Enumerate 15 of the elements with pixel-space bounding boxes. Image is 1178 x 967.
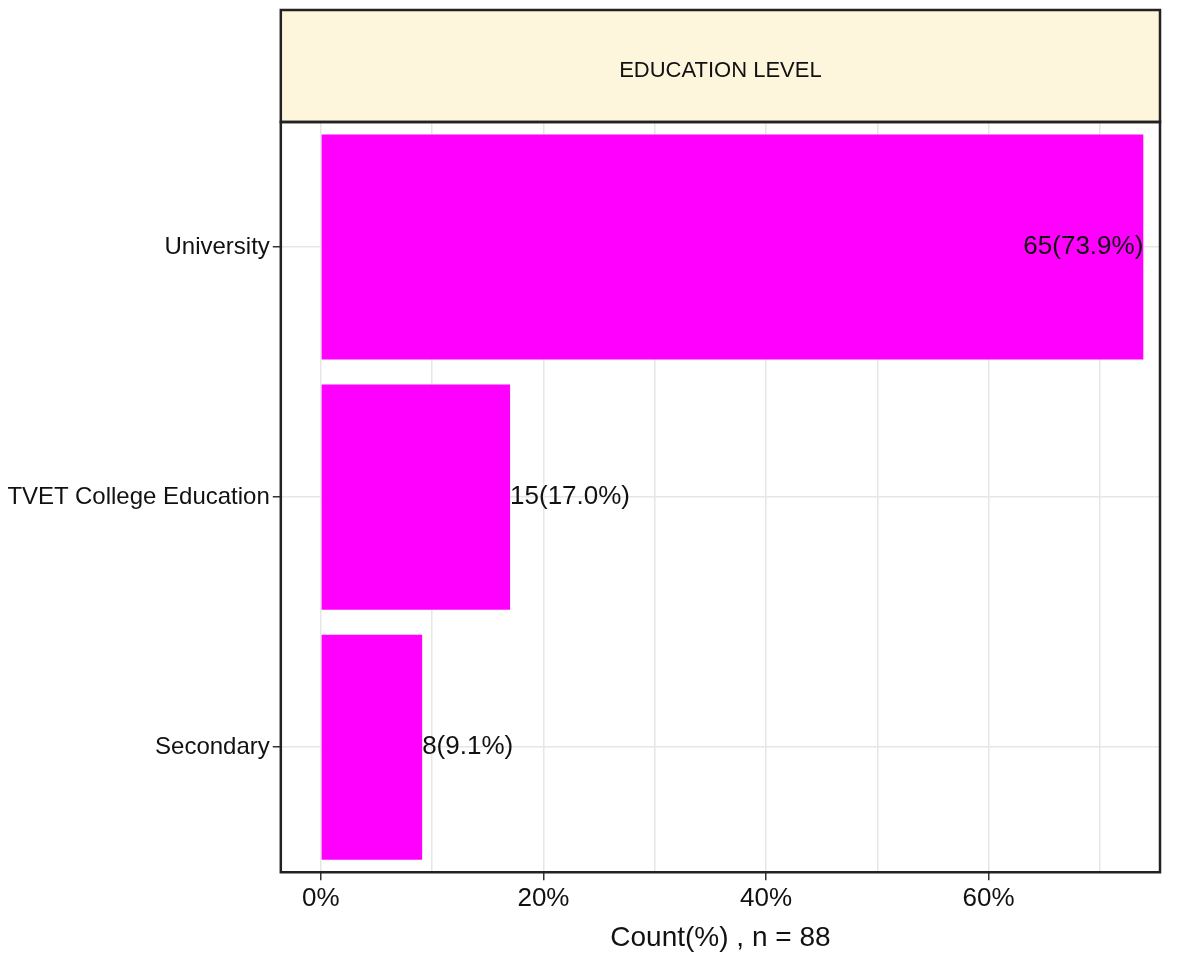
chart-title: EDUCATION LEVEL — [619, 57, 822, 83]
data-label: 65(73.9%) — [1023, 230, 1144, 261]
y-tick-label: TVET College Education — [7, 481, 270, 509]
bar — [321, 134, 1144, 360]
data-label: 15(17.0%) — [510, 480, 631, 511]
x-tick-label: 0% — [302, 881, 340, 912]
x-axis-title: Count(%) , n = 88 — [610, 920, 831, 952]
x-tick-label: 60% — [962, 881, 1015, 912]
bar — [321, 384, 511, 610]
x-tick-label: 40% — [740, 881, 793, 912]
y-tick-label: University — [164, 231, 270, 259]
bar — [321, 634, 423, 860]
y-tick-label: Secondary — [155, 731, 270, 759]
data-label: 8(9.1%) — [422, 730, 514, 761]
x-tick-label: 20% — [517, 881, 570, 912]
